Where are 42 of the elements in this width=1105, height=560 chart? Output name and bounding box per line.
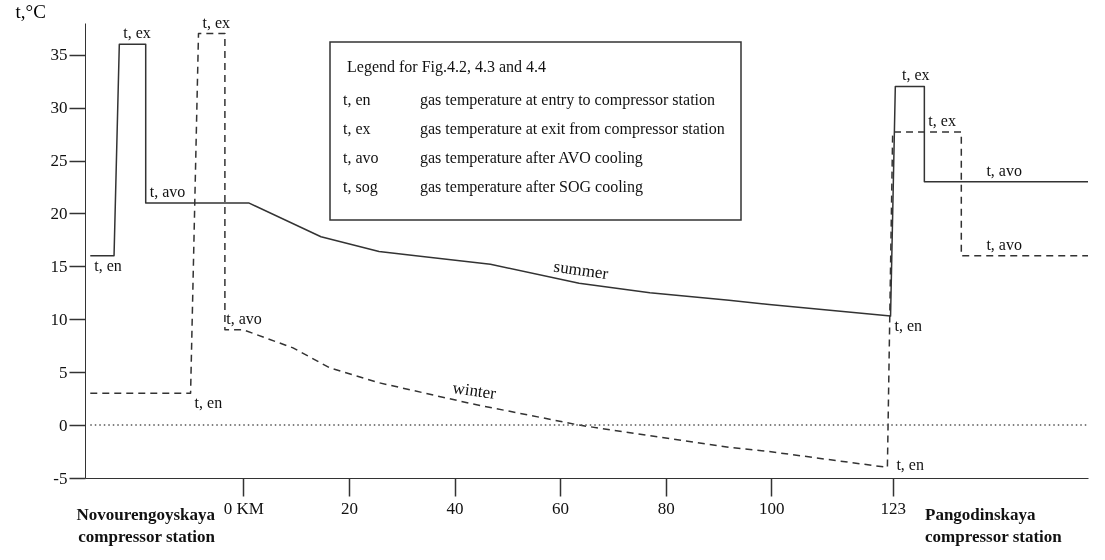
y-tick-label: 35	[50, 45, 68, 65]
x-tick-label: 60	[552, 498, 570, 518]
y-tick-label: 15	[50, 256, 68, 276]
y-axis-title: t,°C	[15, 0, 46, 22]
annotation: Legend for Fig.4.2, 4.3 and 4.4	[347, 58, 547, 76]
annotation: t, en	[194, 394, 223, 412]
annotation: t, sog	[343, 178, 378, 196]
annotation: t, en	[894, 317, 923, 335]
y-tick-label: 20	[50, 203, 68, 223]
x-tick-label: 80	[657, 498, 675, 518]
y-tick-label: -5	[53, 468, 68, 488]
x-tick-label: 100	[759, 498, 785, 518]
text: Pangodinskaya compressor station	[925, 505, 1063, 546]
annotation: t, ex	[123, 24, 151, 42]
y-tick-label: 5	[59, 362, 68, 382]
annotation: gas temperature after AVO cooling	[420, 149, 643, 167]
annotation: gas temperature after SOG cooling	[420, 178, 644, 196]
x-tick-label: 20	[340, 498, 358, 518]
text: winter	[451, 378, 498, 404]
annotation: t, en	[343, 91, 371, 108]
annotation: t, ex	[928, 111, 956, 129]
annotation: t, avo	[149, 182, 186, 200]
annotation: t, en	[94, 256, 122, 274]
annotation: t, avo	[986, 161, 1022, 179]
annotation: t, avo	[986, 235, 1022, 253]
annotation: t, ex	[202, 13, 231, 31]
annotation: t, en	[896, 456, 924, 474]
annotation: gas temperature at exit from compressor station	[420, 120, 725, 138]
y-tick-label: 25	[50, 151, 68, 171]
text: Novourengoyskaya compressor station	[76, 505, 216, 546]
text: summer	[552, 256, 610, 284]
y-tick-label: 10	[50, 309, 68, 329]
x-tick-label: 40	[446, 498, 464, 518]
annotation: t, avo	[226, 309, 262, 327]
x-tick-label: 123	[880, 498, 906, 518]
x-tick-label: 0 KM	[223, 498, 264, 518]
annotation: t, ex	[901, 66, 930, 84]
annotation: t, ex	[343, 120, 371, 137]
y-tick-label: 30	[50, 98, 68, 118]
y-tick-label: 0	[59, 415, 68, 435]
annotation: t, avo	[343, 149, 379, 166]
annotation: gas temperature at entry to compressor station	[420, 91, 716, 109]
